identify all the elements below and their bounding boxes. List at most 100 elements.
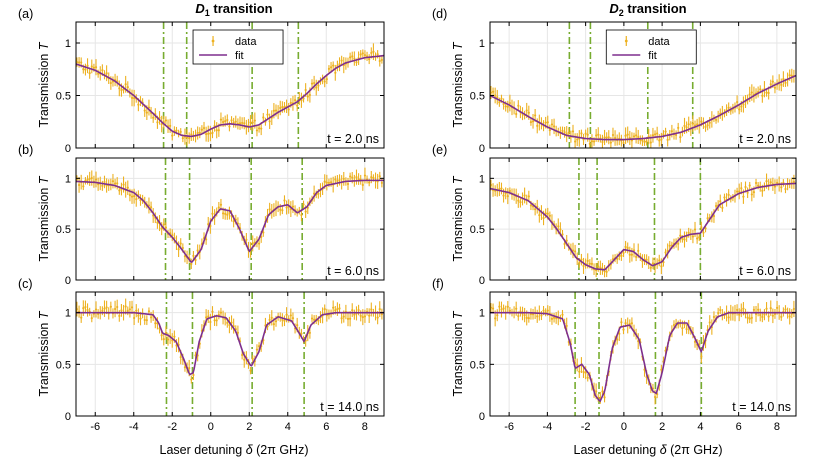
axes-box xyxy=(489,21,797,149)
data-point xyxy=(767,315,770,318)
data-point xyxy=(317,192,320,195)
data-point xyxy=(251,121,254,124)
data-point xyxy=(101,184,104,187)
y-tick-label: 1 xyxy=(479,38,485,50)
y-tick-label: 0.5 xyxy=(56,224,71,236)
data-point xyxy=(727,316,730,319)
data-point xyxy=(578,370,581,373)
data-point xyxy=(592,140,596,143)
data-point xyxy=(595,390,598,393)
data-point xyxy=(496,314,499,317)
data-point xyxy=(624,134,627,137)
data-point xyxy=(137,314,140,317)
data-point xyxy=(704,125,707,129)
data-point xyxy=(329,181,333,184)
data-point xyxy=(219,203,223,206)
data-point xyxy=(302,203,305,206)
data-point xyxy=(274,109,278,112)
y-axis-label: Transmission T xyxy=(37,175,51,261)
data-point xyxy=(368,58,371,61)
legend-fit-label: fit xyxy=(648,50,657,62)
data-point xyxy=(283,319,286,322)
data-point xyxy=(105,306,108,309)
data-point xyxy=(546,121,549,124)
data-point xyxy=(529,120,533,124)
data-point xyxy=(677,242,680,245)
data-point xyxy=(232,121,235,124)
data-point xyxy=(194,258,197,262)
data-point xyxy=(120,88,123,92)
data-point xyxy=(683,124,686,128)
data-point xyxy=(190,133,193,136)
data-point xyxy=(576,138,579,141)
data-point xyxy=(217,129,220,132)
data-point xyxy=(712,315,716,319)
data-point xyxy=(494,94,497,97)
data-point xyxy=(624,322,627,325)
data-point xyxy=(500,187,503,190)
data-point xyxy=(308,93,311,97)
data-point xyxy=(82,67,85,71)
data-point xyxy=(748,317,751,320)
data-point xyxy=(773,86,777,89)
data-point xyxy=(177,248,180,251)
data-point xyxy=(226,118,229,122)
data-point xyxy=(588,142,591,145)
data-point xyxy=(784,81,787,84)
data-point xyxy=(202,126,206,130)
data-point xyxy=(674,133,678,137)
data-point xyxy=(349,175,352,178)
data-point xyxy=(380,58,383,62)
fit-curve xyxy=(489,182,797,271)
x-tick-label: -6 xyxy=(90,421,100,433)
data-point xyxy=(313,81,316,85)
data-point xyxy=(291,316,295,320)
data-point xyxy=(88,71,91,75)
axes-box xyxy=(489,157,797,281)
data-point xyxy=(378,59,381,63)
data-point xyxy=(118,314,121,318)
data-point xyxy=(586,259,589,262)
data-point xyxy=(714,118,718,121)
data-point xyxy=(651,262,655,265)
data-point xyxy=(658,139,661,142)
data-point xyxy=(338,63,341,66)
data-point xyxy=(620,321,623,324)
data-point xyxy=(113,307,117,311)
data-point xyxy=(80,316,83,319)
data-point xyxy=(175,129,178,132)
data-point xyxy=(635,134,638,137)
data-point xyxy=(700,355,703,358)
data-point xyxy=(666,138,669,141)
legend-data-label: data xyxy=(235,36,257,48)
data-point xyxy=(160,334,163,337)
data-point xyxy=(137,103,140,106)
data-point xyxy=(496,96,499,99)
data-point xyxy=(156,121,159,124)
data-point xyxy=(578,261,581,264)
data-point xyxy=(130,195,134,198)
data-point xyxy=(361,52,364,55)
data-point xyxy=(332,64,335,67)
data-point xyxy=(351,176,354,179)
data-point xyxy=(179,355,182,359)
data-point xyxy=(605,136,608,139)
time-label: t = 14.0 ns xyxy=(320,400,379,414)
x-tick-label: 4 xyxy=(697,421,703,433)
data-point xyxy=(118,87,121,90)
x-tick-label: -2 xyxy=(167,421,177,433)
x-axis-label-left: Laser detuning δ (2π GHz) xyxy=(160,443,309,457)
data-point xyxy=(597,265,600,268)
data-point xyxy=(370,51,373,55)
data-point xyxy=(645,140,648,143)
data-point xyxy=(616,338,619,341)
data-point xyxy=(380,181,383,185)
data-point xyxy=(742,307,745,310)
panel-e: 0 0.5 1 Transmission T (e) t = 6.0 ns xyxy=(432,143,797,287)
data-point xyxy=(571,130,575,133)
y-axis-label: Transmission T xyxy=(37,310,51,396)
data-point xyxy=(238,122,242,125)
data-point xyxy=(126,186,129,189)
data-point xyxy=(340,59,343,62)
data-point xyxy=(376,316,379,319)
